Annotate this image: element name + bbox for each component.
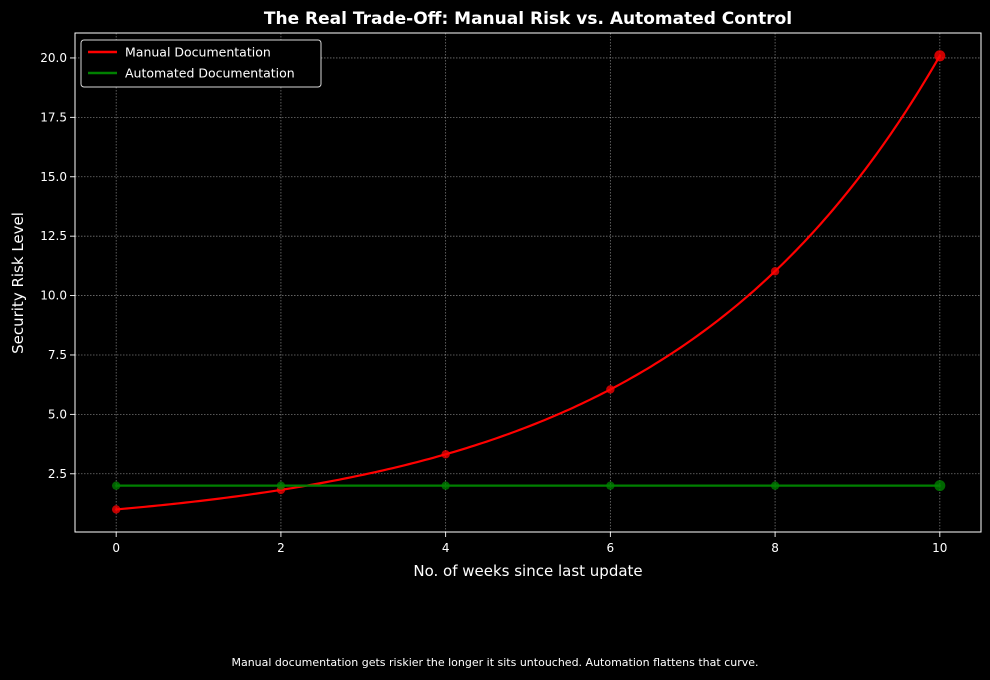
data-point-manual <box>770 267 780 276</box>
x-axis-label: No. of weeks since last update <box>413 562 642 580</box>
legend-label-manual: Manual Documentation <box>125 45 271 60</box>
legend-label-automated: Automated Documentation <box>125 66 295 81</box>
legend-box <box>80 39 322 88</box>
y-tick-label: 2.5 <box>48 467 67 481</box>
data-point-manual <box>441 450 450 459</box>
series-line-manual <box>115 54 941 511</box>
x-tick-label: 0 <box>112 541 120 555</box>
data-point-automated <box>606 481 615 490</box>
x-tick-label: 6 <box>607 541 615 555</box>
x-tick-label: 8 <box>771 541 779 555</box>
series-automated <box>111 480 946 492</box>
data-point-automated <box>934 480 946 492</box>
y-tick-label: 10.0 <box>40 289 67 303</box>
data-point-automated <box>276 481 286 490</box>
y-tick-label: 20.0 <box>40 51 67 65</box>
y-tick-label: 12.5 <box>40 229 67 243</box>
legend: Manual Documentation Automated Documenta… <box>80 39 322 88</box>
y-tick-label: 7.5 <box>48 348 67 362</box>
x-tick-label: 2 <box>277 541 285 555</box>
data-point-automated <box>770 481 780 490</box>
y-tick-label: 15.0 <box>40 170 67 184</box>
x-tick-label: 10 <box>932 541 947 555</box>
plot-frame <box>74 32 982 533</box>
axis-ticks: 0 2 4 6 8 10 2.5 5.0 7.5 10.0 12.5 15.0 17.5 20.0 <box>40 51 947 555</box>
series-layer <box>111 50 946 514</box>
data-point-manual <box>606 385 615 394</box>
y-tick-label: 5.0 <box>48 407 67 421</box>
chart-title: The Real Trade-Off: Manual Risk vs. Auto… <box>264 9 792 29</box>
data-point-manual <box>111 505 121 514</box>
data-point-manual <box>934 50 946 62</box>
chart-caption: Manual documentation gets riskier the lo… <box>231 656 758 669</box>
y-tick-label: 17.5 <box>40 110 67 124</box>
x-tick-label: 4 <box>442 541 450 555</box>
data-point-automated <box>441 481 450 490</box>
data-point-automated <box>111 481 121 490</box>
y-axis-label: Security Risk Level <box>9 212 27 354</box>
